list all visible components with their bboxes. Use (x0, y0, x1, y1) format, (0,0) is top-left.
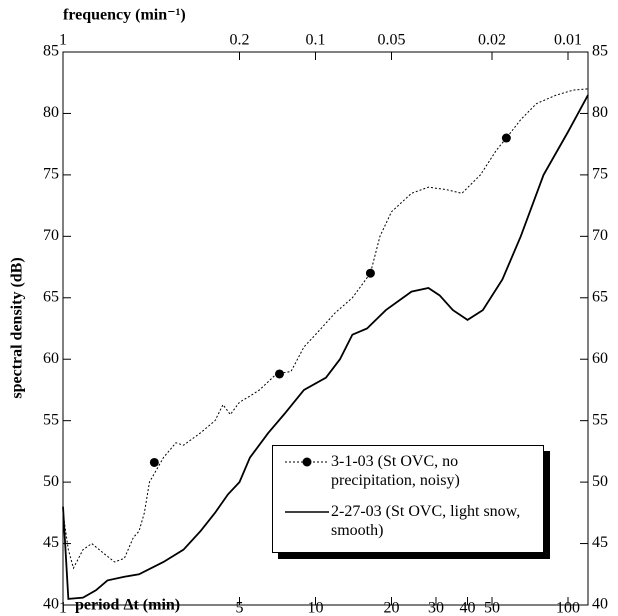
legend-marker (302, 457, 312, 467)
y-tick-label: 45 (43, 534, 59, 551)
x-tick-label: 1 (59, 600, 67, 616)
legend-entry: 2-27-03 (St OVC, light snow, smooth) (283, 502, 541, 540)
x-tick-label: 100 (556, 600, 580, 616)
series-line (62, 94, 589, 600)
series-marker (501, 133, 511, 143)
series-marker (365, 268, 375, 278)
series-marker (149, 457, 159, 467)
y2-tick-label: 50 (592, 473, 608, 490)
x2-tick-label: 0.2 (229, 32, 249, 49)
y2-tick-label: 65 (592, 288, 608, 305)
y-tick-label: 70 (43, 227, 59, 244)
y2-tick-label: 80 (592, 104, 608, 121)
y2-tick-label: 60 (592, 350, 608, 367)
y-tick-label: 50 (43, 473, 59, 490)
legend-entry: 3-1-03 (St OVC, no precipitation, noisy) (283, 452, 541, 490)
x-tick-label: 10 (308, 600, 324, 616)
y-axis-title: spectral density (dB) (9, 257, 26, 398)
y-tick-label: 40 (43, 596, 59, 613)
y2-tick-label: 40 (592, 596, 608, 613)
y2-tick-label: 85 (592, 43, 608, 60)
series-line (62, 88, 589, 570)
legend-symbol (285, 511, 329, 513)
y2-tick-label: 70 (592, 227, 608, 244)
legend: 3-1-03 (St OVC, no precipitation, noisy)… (272, 445, 544, 553)
y-tick-label: 55 (43, 411, 59, 428)
y-tick-label: 80 (43, 104, 59, 121)
legend-label: 3-1-03 (St OVC, no precipitation, noisy) (331, 453, 460, 489)
y2-tick-label: 45 (592, 534, 608, 551)
series-marker (274, 369, 284, 379)
x-tick-label: 30 (428, 600, 444, 616)
y-tick-label: 65 (43, 288, 59, 305)
legend-symbol (285, 457, 329, 467)
y-tick-label: 60 (43, 350, 59, 367)
x-tick-label: 50 (484, 600, 500, 616)
legend-label: 2-27-03 (St OVC, light snow, smooth) (331, 503, 521, 539)
x-tick-label: 20 (384, 600, 400, 616)
x-tick-label: 5 (235, 600, 243, 616)
y-tick-label: 85 (43, 43, 59, 60)
x2-tick-label: 0.05 (378, 32, 406, 49)
x-tick-label: 40 (460, 600, 476, 616)
x2-tick-label: 0.1 (306, 32, 326, 49)
top-axis-title: frequency (min⁻¹) (63, 7, 186, 24)
plot-frame (62, 51, 589, 606)
y-tick-label: 75 (43, 166, 59, 183)
y2-tick-label: 75 (592, 166, 608, 183)
x2-tick-label: 0.02 (478, 32, 506, 49)
y2-tick-label: 55 (592, 411, 608, 428)
x2-tick-label: 1 (59, 32, 67, 49)
x2-tick-label: 0.01 (554, 32, 582, 49)
